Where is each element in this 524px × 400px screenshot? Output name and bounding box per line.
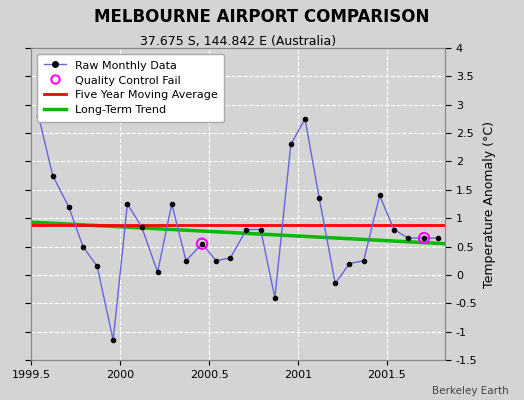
Raw Monthly Data xyxy=(302,116,308,121)
Line: Raw Monthly Data: Raw Monthly Data xyxy=(37,114,440,342)
Title: 37.675 S, 144.842 E (Australia): 37.675 S, 144.842 E (Australia) xyxy=(140,35,336,48)
Raw Monthly Data xyxy=(361,258,367,263)
Raw Monthly Data xyxy=(169,202,175,206)
Text: MELBOURNE AIRPORT COMPARISON: MELBOURNE AIRPORT COMPARISON xyxy=(94,8,430,26)
Raw Monthly Data xyxy=(36,114,42,118)
Raw Monthly Data xyxy=(80,244,86,249)
Raw Monthly Data xyxy=(272,295,278,300)
Raw Monthly Data xyxy=(227,256,234,260)
Raw Monthly Data xyxy=(50,173,56,178)
Raw Monthly Data xyxy=(257,227,264,232)
Raw Monthly Data xyxy=(155,270,161,274)
Y-axis label: Temperature Anomaly (°C): Temperature Anomaly (°C) xyxy=(483,120,496,288)
Raw Monthly Data xyxy=(110,338,116,342)
Raw Monthly Data xyxy=(377,193,383,198)
Quality Control Fail xyxy=(420,235,428,241)
Raw Monthly Data xyxy=(421,236,427,240)
Raw Monthly Data xyxy=(243,227,249,232)
Raw Monthly Data xyxy=(199,241,205,246)
Raw Monthly Data xyxy=(332,281,339,286)
Raw Monthly Data xyxy=(124,202,130,206)
Raw Monthly Data xyxy=(183,258,189,263)
Raw Monthly Data xyxy=(316,196,322,201)
Raw Monthly Data xyxy=(288,142,294,147)
Quality Control Fail xyxy=(198,240,206,247)
Raw Monthly Data xyxy=(435,236,441,240)
Raw Monthly Data xyxy=(94,264,100,269)
Raw Monthly Data xyxy=(66,204,72,209)
Raw Monthly Data xyxy=(138,224,145,229)
Text: Berkeley Earth: Berkeley Earth xyxy=(432,386,508,396)
Raw Monthly Data xyxy=(213,258,220,263)
Legend: Raw Monthly Data, Quality Control Fail, Five Year Moving Average, Long-Term Tren: Raw Monthly Data, Quality Control Fail, … xyxy=(37,54,224,122)
Raw Monthly Data xyxy=(405,236,411,240)
Raw Monthly Data xyxy=(346,261,353,266)
Raw Monthly Data xyxy=(391,227,397,232)
